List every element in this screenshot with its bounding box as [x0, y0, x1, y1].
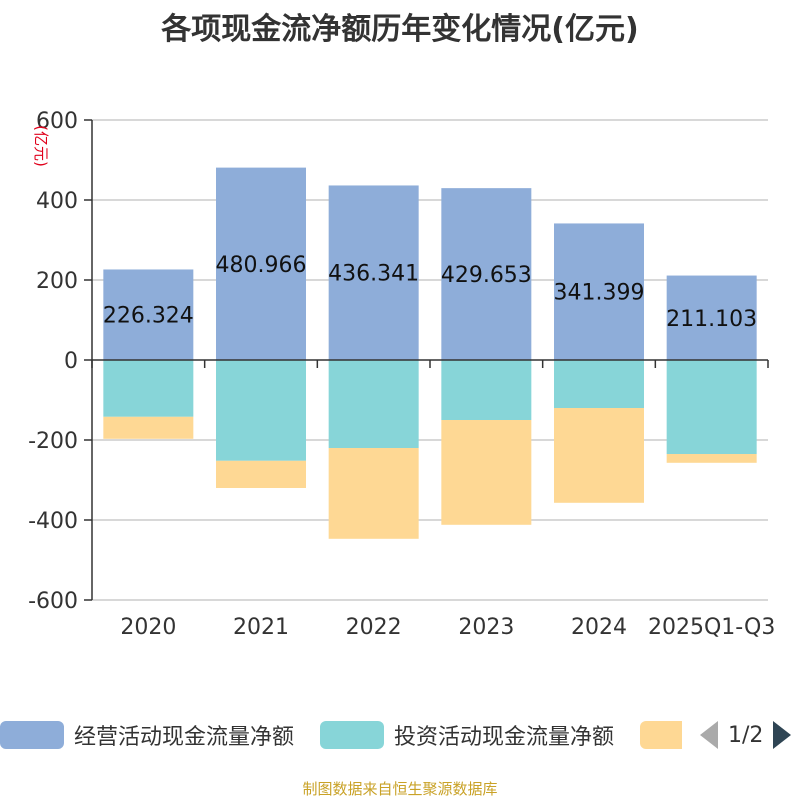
bar-operating	[666, 275, 757, 360]
y-tick-label: -400	[28, 509, 78, 534]
legend-swatch-financing	[640, 721, 682, 749]
data-label: 436.341	[328, 262, 419, 287]
bar-operating	[441, 188, 532, 360]
bar-operating	[554, 223, 644, 360]
legend-item-financing[interactable]	[640, 716, 692, 754]
y-tick-label: 400	[36, 189, 78, 214]
x-tick-label: 2021	[233, 615, 289, 640]
bar-operating	[216, 167, 306, 360]
bar-investing	[103, 360, 194, 417]
legend-next-icon[interactable]	[773, 721, 792, 749]
bar-investing	[328, 360, 419, 448]
bar-investing	[216, 360, 306, 461]
x-tick-label: 2022	[346, 615, 402, 640]
bar-financing	[554, 408, 644, 503]
data-label: 480.966	[216, 253, 307, 278]
y-axis-unit-label: (亿元)	[32, 125, 50, 167]
y-tick-label: 600	[36, 109, 78, 134]
bar-financing	[103, 416, 194, 439]
legend-swatch-operating	[0, 721, 64, 749]
bar-operating	[103, 269, 194, 360]
bar-financing	[328, 448, 419, 539]
data-label: 211.103	[666, 307, 757, 332]
bar-financing	[441, 420, 532, 525]
y-tick-label: 200	[36, 269, 78, 294]
x-tick-label: 2024	[571, 615, 627, 640]
x-tick-label: 2025Q1-Q3	[648, 615, 775, 640]
legend-page-indicator: 1/2	[728, 722, 764, 748]
y-tick-label: 0	[64, 349, 78, 374]
data-label: 429.653	[441, 263, 532, 288]
legend: 经营活动现金流量净额 投资活动现金流量净额 1/2	[0, 716, 800, 754]
chart-title: 各项现金流净额历年变化情况(亿元)	[161, 12, 639, 47]
y-tick-label: -200	[28, 429, 78, 454]
legend-swatch-investing	[320, 721, 384, 749]
legend-label-operating: 经营活动现金流量净额	[74, 725, 295, 750]
legend-prev-icon[interactable]	[700, 721, 718, 749]
bar-investing	[666, 360, 757, 454]
legend-pager: 1/2	[700, 716, 792, 754]
x-tick-label: 2023	[458, 615, 514, 640]
x-tick-label: 2020	[120, 615, 176, 640]
legend-item-investing[interactable]: 投资活动现金流量净额	[320, 716, 614, 754]
bar-investing	[554, 360, 644, 408]
data-label: 226.324	[103, 304, 194, 329]
legend-item-operating[interactable]: 经营活动现金流量净额	[0, 716, 294, 754]
data-label: 341.399	[554, 281, 645, 306]
bar-financing	[216, 460, 306, 488]
legend-label-investing: 投资活动现金流量净额	[394, 725, 615, 750]
bar-investing	[441, 360, 532, 420]
bar-chart: 600 400 200 0 -200 -400 -600 (亿元) 226.324 480.966…	[28, 109, 775, 640]
bar-operating	[328, 185, 419, 360]
bar-financing	[666, 454, 757, 463]
y-tick-label: -600	[28, 589, 78, 614]
data-source-note: 制图数据来自恒生聚源数据库	[302, 780, 498, 798]
